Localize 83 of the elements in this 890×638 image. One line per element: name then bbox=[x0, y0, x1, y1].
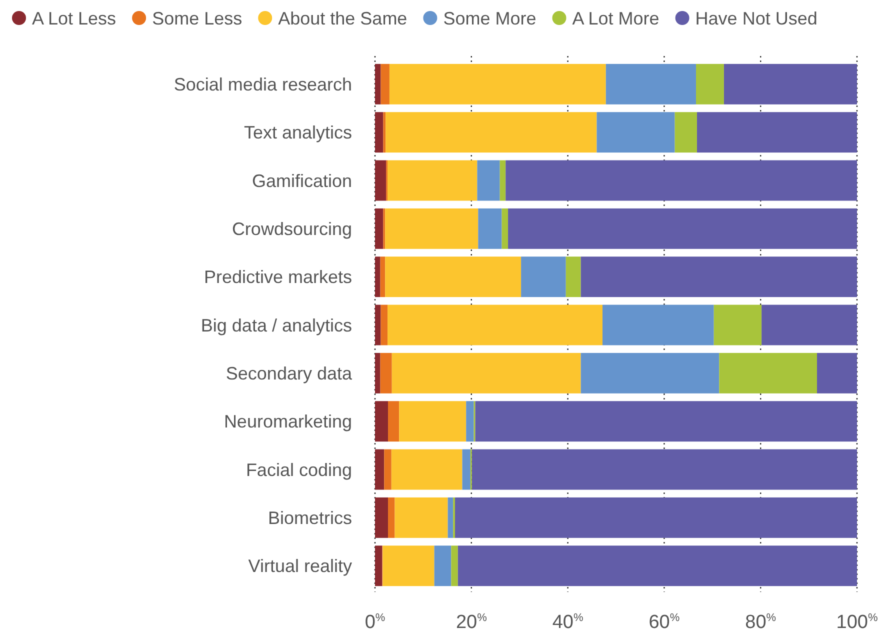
bar bbox=[380, 256, 386, 298]
bar bbox=[375, 256, 380, 298]
y-tick-label: Big data / analytics bbox=[200, 315, 352, 336]
bar bbox=[674, 112, 697, 153]
bar bbox=[388, 304, 603, 346]
bar bbox=[719, 352, 817, 394]
bar bbox=[816, 352, 857, 394]
bar bbox=[500, 160, 506, 201]
bar bbox=[375, 546, 382, 586]
bar bbox=[478, 208, 502, 249]
bar bbox=[696, 112, 857, 153]
y-tick-label: Facial coding bbox=[246, 460, 352, 480]
bar bbox=[596, 112, 675, 153]
legend-label: A Lot More bbox=[572, 8, 660, 28]
bar bbox=[714, 304, 762, 346]
y-tick-label: Biometrics bbox=[268, 508, 352, 528]
bar bbox=[455, 497, 857, 538]
bar bbox=[606, 64, 696, 104]
bar bbox=[434, 546, 452, 586]
bar bbox=[477, 160, 500, 201]
bar bbox=[458, 546, 857, 586]
bar bbox=[380, 352, 392, 394]
bar bbox=[375, 352, 380, 394]
bar bbox=[502, 208, 508, 249]
bar bbox=[724, 64, 857, 104]
x-tick-label: 60$^{%}$ bbox=[648, 612, 680, 633]
bar bbox=[466, 401, 474, 442]
bar bbox=[391, 449, 462, 490]
bar bbox=[380, 64, 390, 104]
bar bbox=[762, 304, 857, 346]
bar bbox=[380, 304, 388, 346]
bar bbox=[696, 64, 724, 104]
y-tick-label: Gamification bbox=[252, 170, 352, 191]
legend-label: A Lot Less bbox=[32, 8, 116, 28]
bar bbox=[602, 304, 714, 346]
bar bbox=[389, 64, 606, 104]
bar bbox=[386, 112, 597, 153]
y-tick-label: Social media research bbox=[174, 74, 352, 94]
bar bbox=[521, 256, 566, 298]
bar bbox=[375, 401, 388, 442]
bar bbox=[506, 160, 857, 201]
bar bbox=[384, 449, 392, 490]
legend-label: Some Less bbox=[152, 8, 242, 28]
bar bbox=[375, 449, 384, 490]
x-tick-label: 100$^{%}$ bbox=[836, 612, 878, 633]
bar bbox=[375, 208, 384, 249]
x-tick-label: 80$^{%}$ bbox=[745, 612, 776, 633]
bar bbox=[375, 304, 381, 346]
bar bbox=[566, 256, 581, 298]
bar bbox=[580, 352, 720, 394]
bar bbox=[392, 352, 581, 394]
bar bbox=[508, 208, 857, 249]
y-tick-label: Neuromarketing bbox=[224, 412, 352, 432]
y-tick-label: Virtual reality bbox=[248, 556, 352, 576]
x-tick-label: 40$^{%}$ bbox=[552, 612, 584, 633]
x-tick-label: 0$^{%}$ bbox=[364, 612, 386, 633]
y-tick-label: Crowdsourcing bbox=[232, 218, 352, 239]
bar bbox=[399, 401, 466, 442]
bar bbox=[462, 449, 470, 490]
bar bbox=[375, 112, 384, 153]
bar bbox=[580, 256, 857, 298]
bar bbox=[385, 208, 478, 249]
bar bbox=[448, 497, 454, 538]
bar bbox=[375, 160, 386, 201]
legend-label: Have Not Used bbox=[695, 8, 818, 28]
x-tick-label: 20$^{%}$ bbox=[456, 612, 488, 633]
bar bbox=[382, 546, 434, 586]
bar bbox=[385, 256, 522, 298]
y-tick-label: Text analytics bbox=[244, 122, 352, 143]
y-tick-label: Secondary data bbox=[226, 363, 353, 384]
bar bbox=[375, 497, 388, 538]
legend-label: About the Same bbox=[278, 8, 408, 28]
bar bbox=[388, 160, 478, 201]
bar bbox=[472, 449, 857, 490]
bar bbox=[394, 497, 448, 538]
bar bbox=[451, 546, 458, 586]
bar bbox=[375, 64, 381, 104]
bar bbox=[475, 401, 857, 442]
y-tick-label: Predictive markets bbox=[204, 267, 352, 288]
bar bbox=[388, 497, 395, 538]
legend-label: Some More bbox=[443, 8, 536, 28]
bar bbox=[383, 112, 386, 153]
bar bbox=[388, 401, 400, 442]
